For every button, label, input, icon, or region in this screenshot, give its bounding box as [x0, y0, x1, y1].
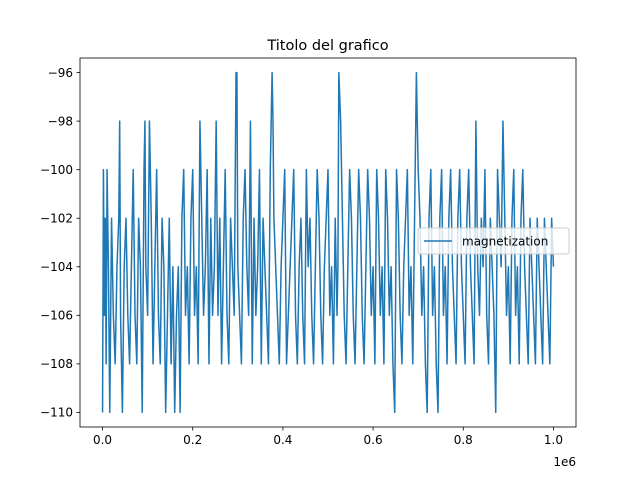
series-line-magnetization — [101, 71, 555, 414]
x-tick-label: 0.2 — [183, 433, 202, 447]
x-tick-label: 0.4 — [273, 433, 292, 447]
y-tick-label: −96 — [48, 66, 73, 80]
axes-frame — [79, 57, 577, 428]
y-tick-label: −106 — [40, 309, 73, 323]
y-tick-label: −108 — [40, 357, 73, 371]
x-tick-label: 0.0 — [93, 433, 112, 447]
x-tick-label: 1.0 — [544, 433, 563, 447]
legend: magnetization — [417, 227, 570, 255]
x-offset-label: 1e6 — [553, 455, 576, 469]
y-tick-label: −100 — [40, 163, 73, 177]
y-tick-label: −104 — [40, 260, 73, 274]
x-tick-label: 0.8 — [454, 433, 473, 447]
legend-label-magnetization: magnetization — [462, 235, 548, 249]
y-tick-label: −98 — [48, 114, 73, 128]
y-tick-label: −110 — [40, 406, 73, 420]
plot-area — [101, 71, 555, 414]
legend-box — [417, 227, 570, 255]
chart-title: Titolo del grafico — [266, 38, 388, 54]
y-tick-label: −102 — [40, 212, 73, 226]
x-tick-label: 0.6 — [364, 433, 383, 447]
axes: 0.0 0.2 0.4 0.6 0.8 1.0 −96 −98 −100 −102 −104 −106… — [40, 57, 577, 447]
